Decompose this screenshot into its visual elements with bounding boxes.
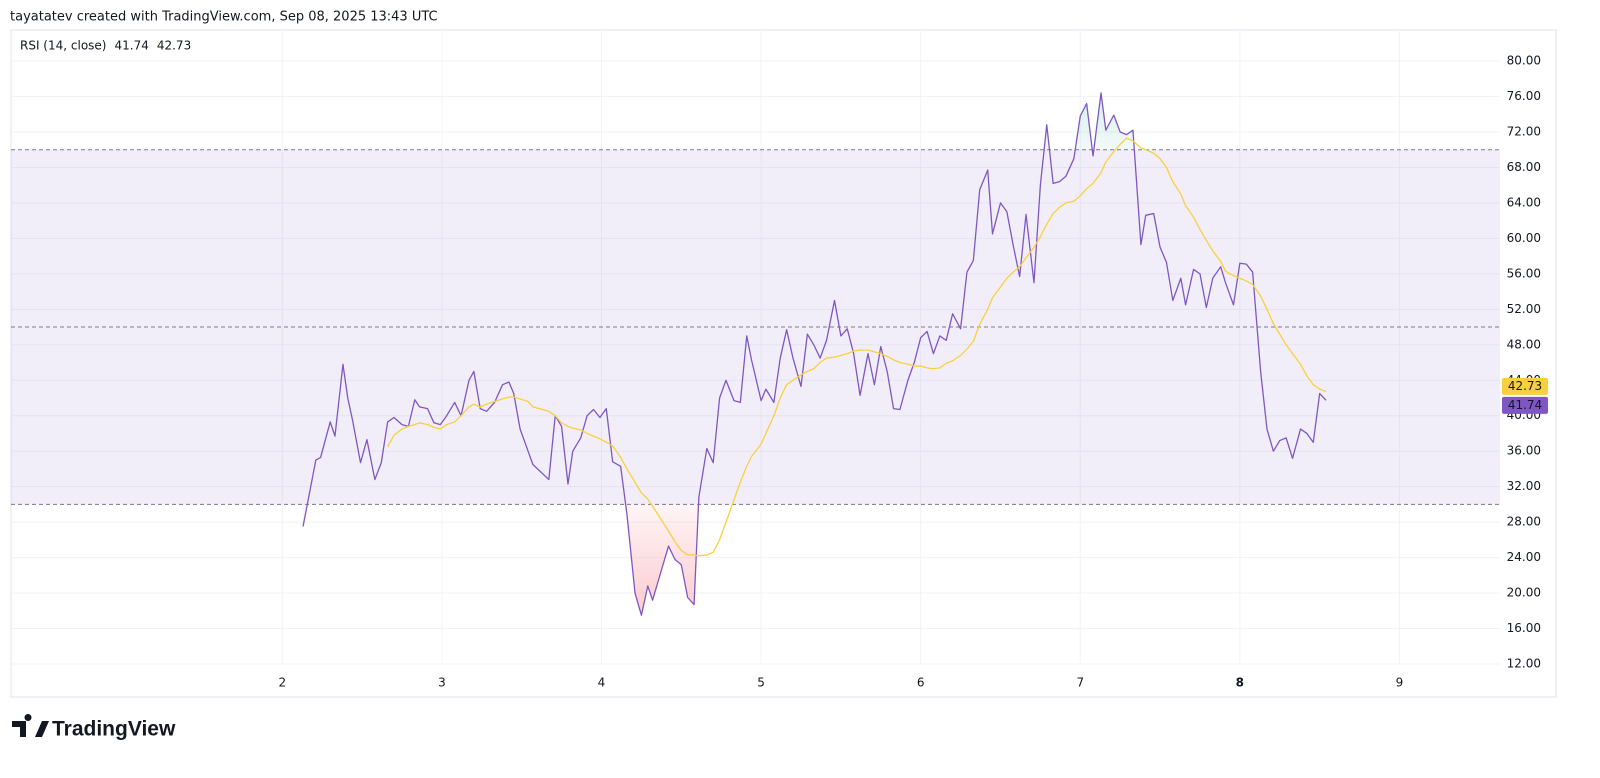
y-tick-label: 32.00 [1507,479,1541,493]
y-tick-label: 64.00 [1507,195,1541,209]
y-tick-label: 80.00 [1507,54,1541,68]
x-tick-label: 8 [1236,676,1244,690]
x-tick-label: 4 [598,676,606,690]
x-tick-label: 5 [757,676,765,690]
y-tick-label: 20.00 [1507,586,1541,600]
y-tick-label: 28.00 [1507,515,1541,529]
logo-text: TradingView [52,718,176,741]
x-tick-label: 6 [917,676,925,690]
y-tick-label: 24.00 [1507,550,1541,564]
logo: TradingView [12,714,176,741]
axes: 12.0016.0020.0024.0028.0032.0036.0040.00… [278,54,1548,690]
legend-indicator: RSI (14, close) [20,39,106,53]
logo-icon [12,714,49,737]
legend-value: 42.73 [157,39,191,53]
x-tick-label: 7 [1076,676,1084,690]
series-line [387,137,1327,557]
price-tag-label: 41.74 [1508,398,1542,412]
y-tick-label: 72.00 [1507,124,1541,138]
pane-frame [10,29,1557,698]
x-tick-label: 3 [438,676,446,690]
price-tag-label: 42.73 [1508,379,1542,393]
y-tick-label: 16.00 [1507,621,1541,635]
y-tick-label: 12.00 [1507,657,1541,671]
price-tag [1502,396,1548,414]
bands [11,149,1500,505]
y-tick-label: 48.00 [1507,337,1541,351]
legend-value: 41.74 [114,39,148,53]
legend: RSI (14, close) 41.74 42.73 [20,39,191,53]
y-tick-label: 68.00 [1507,160,1541,174]
y-tick-label: 56.00 [1507,266,1541,280]
lines [302,92,1327,616]
y-tick-label: 52.00 [1507,302,1541,316]
y-tick-label: 60.00 [1507,231,1541,245]
price-tag [1502,377,1548,395]
x-tick-label: 2 [278,676,286,690]
header: tayatatev created with TradingView.com, … [10,10,438,25]
y-tick-label: 76.00 [1507,89,1541,103]
series-line [302,92,1327,616]
y-tick-label: 36.00 [1507,444,1541,458]
x-tick-label: 9 [1396,676,1404,690]
